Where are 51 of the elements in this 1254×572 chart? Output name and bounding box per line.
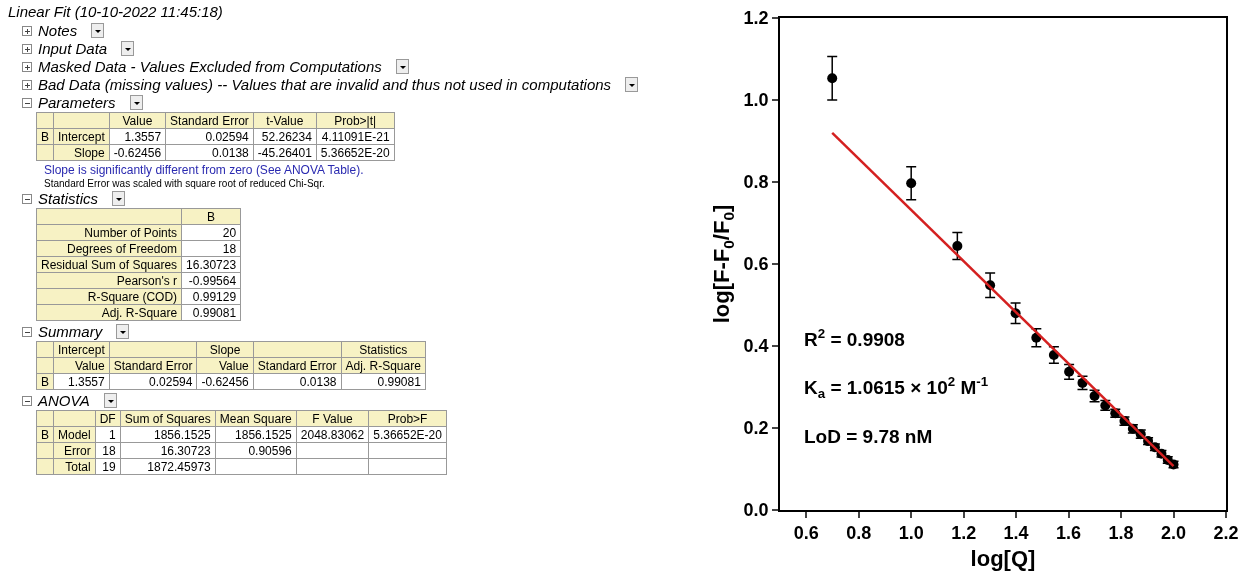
- text: ANOVA: [38, 392, 90, 409]
- text: B: [181, 208, 241, 225]
- text: B Model 1 1856.1525 1856.1525 2048.83062 5.36652E-20: [41, 427, 442, 442]
- text: Adj. R-Square 0.99081: [101, 305, 237, 320]
- text: Slope -0.62456 0.0138 -45.26401 5.36652E-20: [74, 145, 390, 160]
- text: Bad Data (missing values) -- Values that are invalid and thus not used in computations: [38, 76, 612, 93]
- text: Parameters: [38, 94, 116, 111]
- text: Intercept Slope Statistics: [58, 342, 408, 357]
- text: Masked Data - Values Excluded from Computations: [38, 58, 382, 75]
- x-tick-label: 1.2: [951, 523, 977, 544]
- text: Standard Error was scaled with square root of reduced Chi-Sqr.: [44, 178, 326, 189]
- annotation: K$_{a}$ = 1.0615 × 10$^{2}$ M$^{-1}$: [804, 374, 989, 401]
- text: Degrees of Freedom 18: [67, 241, 237, 256]
- y-tick-label: 1.2: [743, 8, 769, 29]
- x-tick-label: 1.0: [898, 523, 924, 544]
- text: Summary: [38, 323, 103, 340]
- x-tick-label: 0.8: [846, 523, 872, 544]
- text: Notes: [38, 22, 78, 39]
- y-tick-label: 0.8: [743, 172, 769, 193]
- text: Slope is significantly different from zero (See ANOVA Table).: [44, 163, 365, 177]
- point: [906, 178, 917, 189]
- y-tick-label: 1.0: [743, 90, 769, 111]
- x-tick-label: 1.8: [1108, 523, 1134, 544]
- text: Statistics: [38, 190, 99, 207]
- text: Value Standard Error t-Value Prob>|t|: [122, 113, 377, 128]
- point: [952, 240, 963, 251]
- x-tick-label: 2.2: [1213, 523, 1239, 544]
- annotation: R$^{2}$ = 0.9908: [804, 326, 905, 350]
- text: Error 18 16.30723 0.90596: [64, 443, 292, 458]
- x-tick-label: 0.6: [793, 523, 819, 544]
- text: Linear Fit (10-10-2022 11:45:18): [8, 3, 224, 20]
- text: Pearson's r -0.99564: [115, 272, 238, 289]
- text: Residual Sum of Squares 16.30723: [40, 256, 238, 273]
- text: Input Data: [38, 40, 108, 57]
- y-tick-label: 0.4: [743, 336, 769, 357]
- text: B Intercept 1.3557 0.02594 52.26234 4.11091E-21: [41, 129, 390, 144]
- annotation: LoD = 9.78 nM: [804, 426, 933, 447]
- text: Value Standard Error Value Standard Error Adj. R-Square: [74, 358, 421, 373]
- text: DF Sum of Squares Mean Square F Value Prob>F: [99, 411, 428, 426]
- x-axis-title: log[Q]: [970, 545, 1036, 571]
- text: Number of Points 20: [84, 225, 237, 240]
- y-tick-label: 0.0: [743, 500, 769, 521]
- text: B 1.3557 0.02594 -0.62456 0.0138 0.99081: [41, 374, 421, 389]
- text: R-Square (COD) 0.99129: [87, 289, 237, 304]
- y-tick-label: 0.2: [743, 418, 769, 439]
- point: [827, 73, 838, 84]
- text: Total 19 1872.45973: [65, 459, 211, 474]
- x-tick-label: 1.6: [1056, 523, 1082, 544]
- y-tick-label: 0.6: [743, 254, 769, 275]
- x-tick-label: 1.4: [1003, 523, 1029, 544]
- x-tick-label: 2.0: [1161, 523, 1187, 544]
